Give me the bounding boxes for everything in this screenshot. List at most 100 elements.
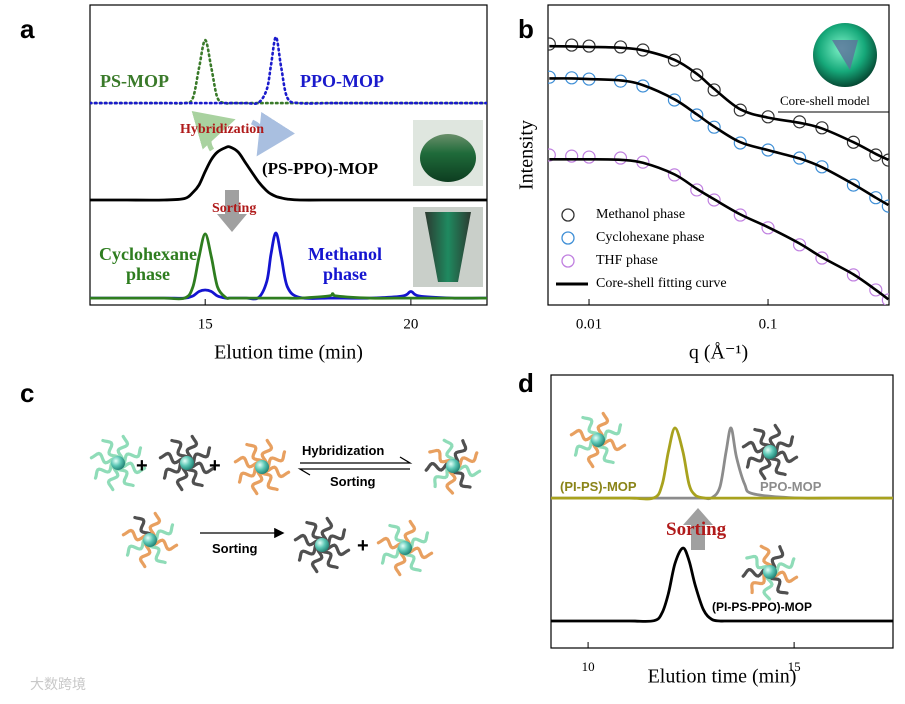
series-label: Methanol phase (308, 244, 382, 284)
plot-area (551, 426, 893, 623)
annotation: Core-shell model (780, 93, 870, 108)
polymer-arm (260, 471, 279, 492)
polymer-arm (154, 523, 175, 542)
polymer-arm (175, 466, 189, 492)
data-point (565, 38, 579, 52)
series-label: (PI-PS)-MOP (560, 479, 637, 494)
x-axis-label: Elution time (min) (214, 342, 363, 364)
polymer-arm (388, 523, 407, 544)
tube-liquid (425, 212, 471, 282)
plot-frame (550, 374, 894, 649)
x-tick-label: 0.1 (759, 316, 778, 332)
legend-marker (561, 231, 575, 245)
data-point (846, 135, 861, 149)
series-label: (PS-PPO)-MOP (262, 159, 379, 178)
polymer-arm (190, 461, 216, 475)
polymer-arm (403, 519, 417, 545)
sorting-arrow (217, 190, 247, 232)
polymer-arm (770, 545, 785, 570)
equilibrium-arrow (297, 468, 410, 476)
polymer-arm (773, 450, 799, 464)
polymer-arm (320, 516, 334, 542)
star-polymer (741, 423, 799, 481)
polymer-arm (293, 533, 319, 547)
data-point (707, 120, 721, 134)
core-shell-cut (832, 40, 858, 70)
data-point (565, 149, 579, 163)
x-axis-label: Elution time (min) (648, 666, 797, 688)
panel-label: c (20, 378, 35, 408)
polymer-arm (753, 427, 772, 448)
star-polymer (233, 438, 291, 496)
panel-label: d (518, 368, 534, 398)
legend-label: Cyclohexane phase (596, 230, 704, 245)
polymer-arm (245, 442, 264, 463)
polymer-arm (768, 456, 787, 477)
star-polymer (121, 511, 179, 569)
polymer-arm (121, 461, 147, 475)
data-point (881, 153, 889, 167)
data-point (690, 183, 704, 197)
core-particle (398, 541, 412, 555)
polymer-arm (773, 570, 799, 584)
polymer-arm (297, 543, 318, 562)
series-label: PPO-MOP (300, 71, 384, 91)
data-point (690, 68, 704, 82)
data-point (582, 150, 596, 164)
polymer-arm (745, 554, 769, 570)
polymer-arm (325, 543, 351, 557)
polymer-arm (380, 546, 401, 565)
x-tick-label: 15 (198, 316, 213, 332)
plot-area (90, 35, 487, 301)
data-point (667, 168, 682, 182)
legend-marker (561, 208, 575, 222)
equilibrium-arrow (300, 456, 413, 464)
data-point (815, 160, 829, 174)
series-line (551, 426, 893, 501)
legend-marker (561, 254, 575, 268)
polymer-arm (125, 538, 146, 557)
polymer-arm (759, 544, 773, 568)
series-label: PS-MOP (100, 71, 169, 91)
polymer-arm (89, 451, 115, 465)
polymer-arm (741, 440, 767, 454)
data-point (667, 53, 682, 67)
polymer-arm (266, 450, 287, 469)
polymer-arm (250, 470, 264, 496)
polymer-arm (581, 415, 600, 436)
fit-line (549, 44, 889, 162)
polymer-arm (162, 461, 183, 480)
polymer-arm (326, 528, 347, 547)
polymer-arm (376, 536, 402, 550)
polymer-arm (750, 572, 766, 595)
polymer-arm (185, 467, 204, 488)
polymer-arm (320, 549, 339, 570)
polymer-arm (310, 548, 324, 574)
data-point (869, 148, 883, 162)
data-point (761, 221, 775, 235)
core-particle (591, 433, 605, 447)
polymer-arm (774, 557, 796, 574)
polymer-arm (408, 546, 434, 560)
core-particle (763, 565, 777, 579)
star-polymer (158, 434, 216, 492)
data-point (613, 151, 628, 165)
polymer-arm (596, 411, 610, 437)
cycle-arrow (250, 111, 295, 157)
annotation: Hybridization (180, 122, 265, 137)
polymer-arm (433, 466, 449, 489)
polymer-arm (153, 538, 179, 552)
core-particle (143, 533, 157, 547)
polymer-arm (596, 444, 615, 465)
plot-frame (89, 4, 488, 306)
x-axis-label: q (Å⁻¹) (689, 342, 748, 364)
polymer-arm (121, 528, 147, 542)
polymer-arm (233, 455, 259, 469)
data-point (881, 293, 889, 305)
legend-label: THF phase (596, 253, 658, 268)
core-particle (180, 456, 194, 470)
star-polymer (569, 411, 627, 469)
polymer-arm (409, 531, 430, 550)
